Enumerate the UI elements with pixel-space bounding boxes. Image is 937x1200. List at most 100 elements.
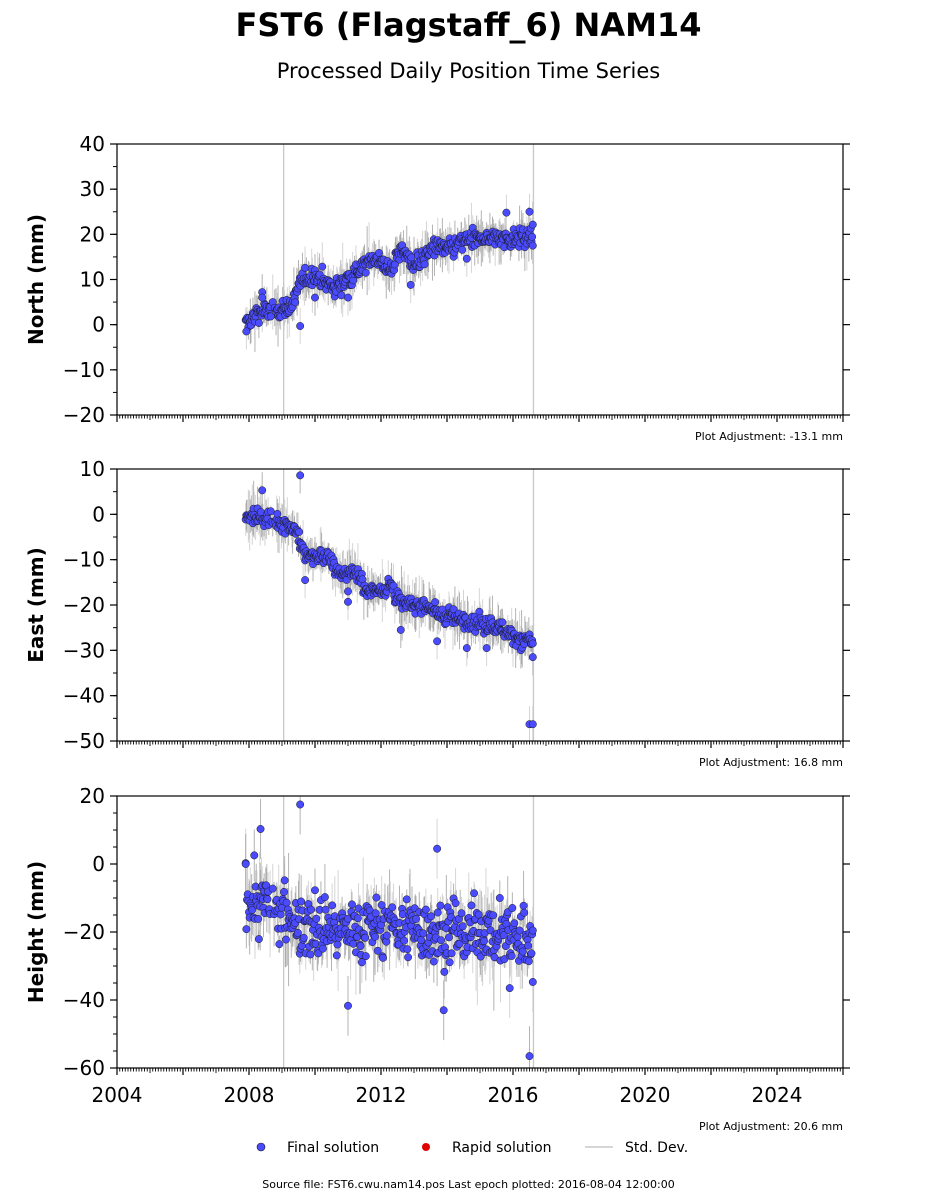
final-solution-point xyxy=(361,933,370,942)
final-solution-point xyxy=(427,912,436,921)
final-solution-point xyxy=(375,249,383,257)
y-tick-label: −20 xyxy=(63,403,105,427)
final-solution-point xyxy=(406,280,415,289)
final-solution-point xyxy=(280,876,289,885)
final-solution-point xyxy=(421,905,430,914)
final-solution-point xyxy=(361,952,370,961)
final-solution-point xyxy=(515,926,524,935)
legend-std-label: Std. Dev. xyxy=(625,1140,688,1156)
final-solution-point xyxy=(301,263,310,272)
final-solution-point xyxy=(382,931,391,940)
final-solution-point xyxy=(458,245,467,254)
final-solution-point xyxy=(275,940,284,949)
final-solution-point xyxy=(295,527,304,536)
final-solution-point xyxy=(311,939,320,948)
final-solution-point xyxy=(412,914,420,923)
final-solution-point xyxy=(389,581,398,590)
final-solution-point xyxy=(433,637,442,646)
y-tick-label: 0 xyxy=(92,313,105,337)
plot-adjustment-label: Plot Adjustment: 20.6 mm xyxy=(699,1120,843,1133)
final-solution-point xyxy=(505,984,514,993)
final-solution-point xyxy=(482,644,491,653)
final-solution-point xyxy=(293,928,302,937)
final-solution-point xyxy=(527,949,536,958)
plot-frame xyxy=(116,143,844,416)
final-solution-point xyxy=(311,293,319,302)
final-solution-point xyxy=(258,486,267,495)
final-solution-point xyxy=(306,950,315,959)
final-solution-point xyxy=(297,897,306,906)
final-solution-point xyxy=(429,957,438,966)
final-solution-point xyxy=(528,653,537,662)
final-solution-point xyxy=(524,957,533,966)
x-tick-label: 2004 xyxy=(92,1083,143,1107)
final-solution-point xyxy=(242,327,251,336)
final-solution-point xyxy=(296,322,305,330)
final-solution-point xyxy=(499,931,508,940)
legend-rapid-label: Rapid solution xyxy=(452,1140,552,1156)
final-solution-point xyxy=(256,825,265,833)
footer-source: Source file: FST6.cwu.nam14.pos Last epo… xyxy=(262,1178,675,1191)
final-solution-point xyxy=(495,894,504,902)
final-solution-point xyxy=(528,639,537,648)
y-tick-label: 0 xyxy=(92,502,105,526)
final-solution-point xyxy=(528,220,537,229)
final-solution-point xyxy=(398,910,407,919)
final-solution-point xyxy=(404,953,413,962)
final-solution-point xyxy=(291,298,300,307)
y-tick-label: −20 xyxy=(63,920,105,944)
final-solution-point xyxy=(258,293,267,302)
final-solution-point xyxy=(301,576,310,585)
final-solution-point xyxy=(263,895,272,904)
final-solution-point xyxy=(273,509,282,518)
final-solution-point xyxy=(439,1006,448,1015)
final-solution-point xyxy=(349,939,358,948)
final-solution-point xyxy=(445,958,454,967)
legend-rapid-marker xyxy=(422,1143,430,1151)
final-solution-point xyxy=(307,905,315,914)
y-tick-label: −50 xyxy=(63,729,105,753)
final-solution-point xyxy=(357,958,366,967)
legend: Final solution Rapid solution Std. Dev. xyxy=(256,1140,688,1156)
final-solution-point xyxy=(361,268,370,277)
plot-panels: −20 −10 0 10 20 30 40 North (mm) Plot Adjustment… xyxy=(24,132,850,1133)
final-solution-point xyxy=(508,904,517,912)
y-tick-label: −40 xyxy=(63,684,105,708)
final-solution-point xyxy=(519,901,528,910)
final-solution-point xyxy=(440,967,449,976)
final-solution-point xyxy=(372,893,381,902)
final-solution-point xyxy=(318,262,327,271)
final-solution-point xyxy=(254,935,263,944)
final-solution-point xyxy=(510,919,519,928)
final-solution-point xyxy=(433,908,442,917)
final-solution-point xyxy=(467,901,476,910)
final-solution-point xyxy=(321,905,330,914)
final-solution-point xyxy=(314,949,323,958)
final-solution-point xyxy=(462,644,471,653)
final-solution-point xyxy=(433,844,442,853)
final-solution-point xyxy=(445,933,453,942)
y-tick-label: −60 xyxy=(63,1056,105,1080)
y-tick-label: −40 xyxy=(63,988,105,1012)
final-solution-point xyxy=(344,597,352,606)
final-solution-point xyxy=(254,319,263,327)
final-solution-point xyxy=(447,949,456,958)
final-solution-point xyxy=(276,910,285,919)
x-tick-label: 2012 xyxy=(356,1083,407,1107)
final-solution-point xyxy=(332,951,341,960)
final-solution-point xyxy=(328,901,337,910)
legend-final-marker xyxy=(256,1142,266,1152)
final-solution-point xyxy=(403,945,412,954)
final-solution-point xyxy=(353,914,362,923)
panel-north: −20 −10 0 10 20 30 40 North (mm) Plot Adjustment… xyxy=(24,132,850,443)
final-solution-point xyxy=(388,903,397,912)
final-solution-point xyxy=(280,888,288,896)
y-axis-label: East (mm) xyxy=(24,547,48,663)
y-tick-label: 40 xyxy=(80,132,105,156)
final-solution-point xyxy=(344,587,352,596)
final-solution-point xyxy=(520,908,529,917)
final-solution-point xyxy=(268,884,277,893)
final-solution-point xyxy=(311,886,319,895)
final-solution-point xyxy=(282,935,290,944)
